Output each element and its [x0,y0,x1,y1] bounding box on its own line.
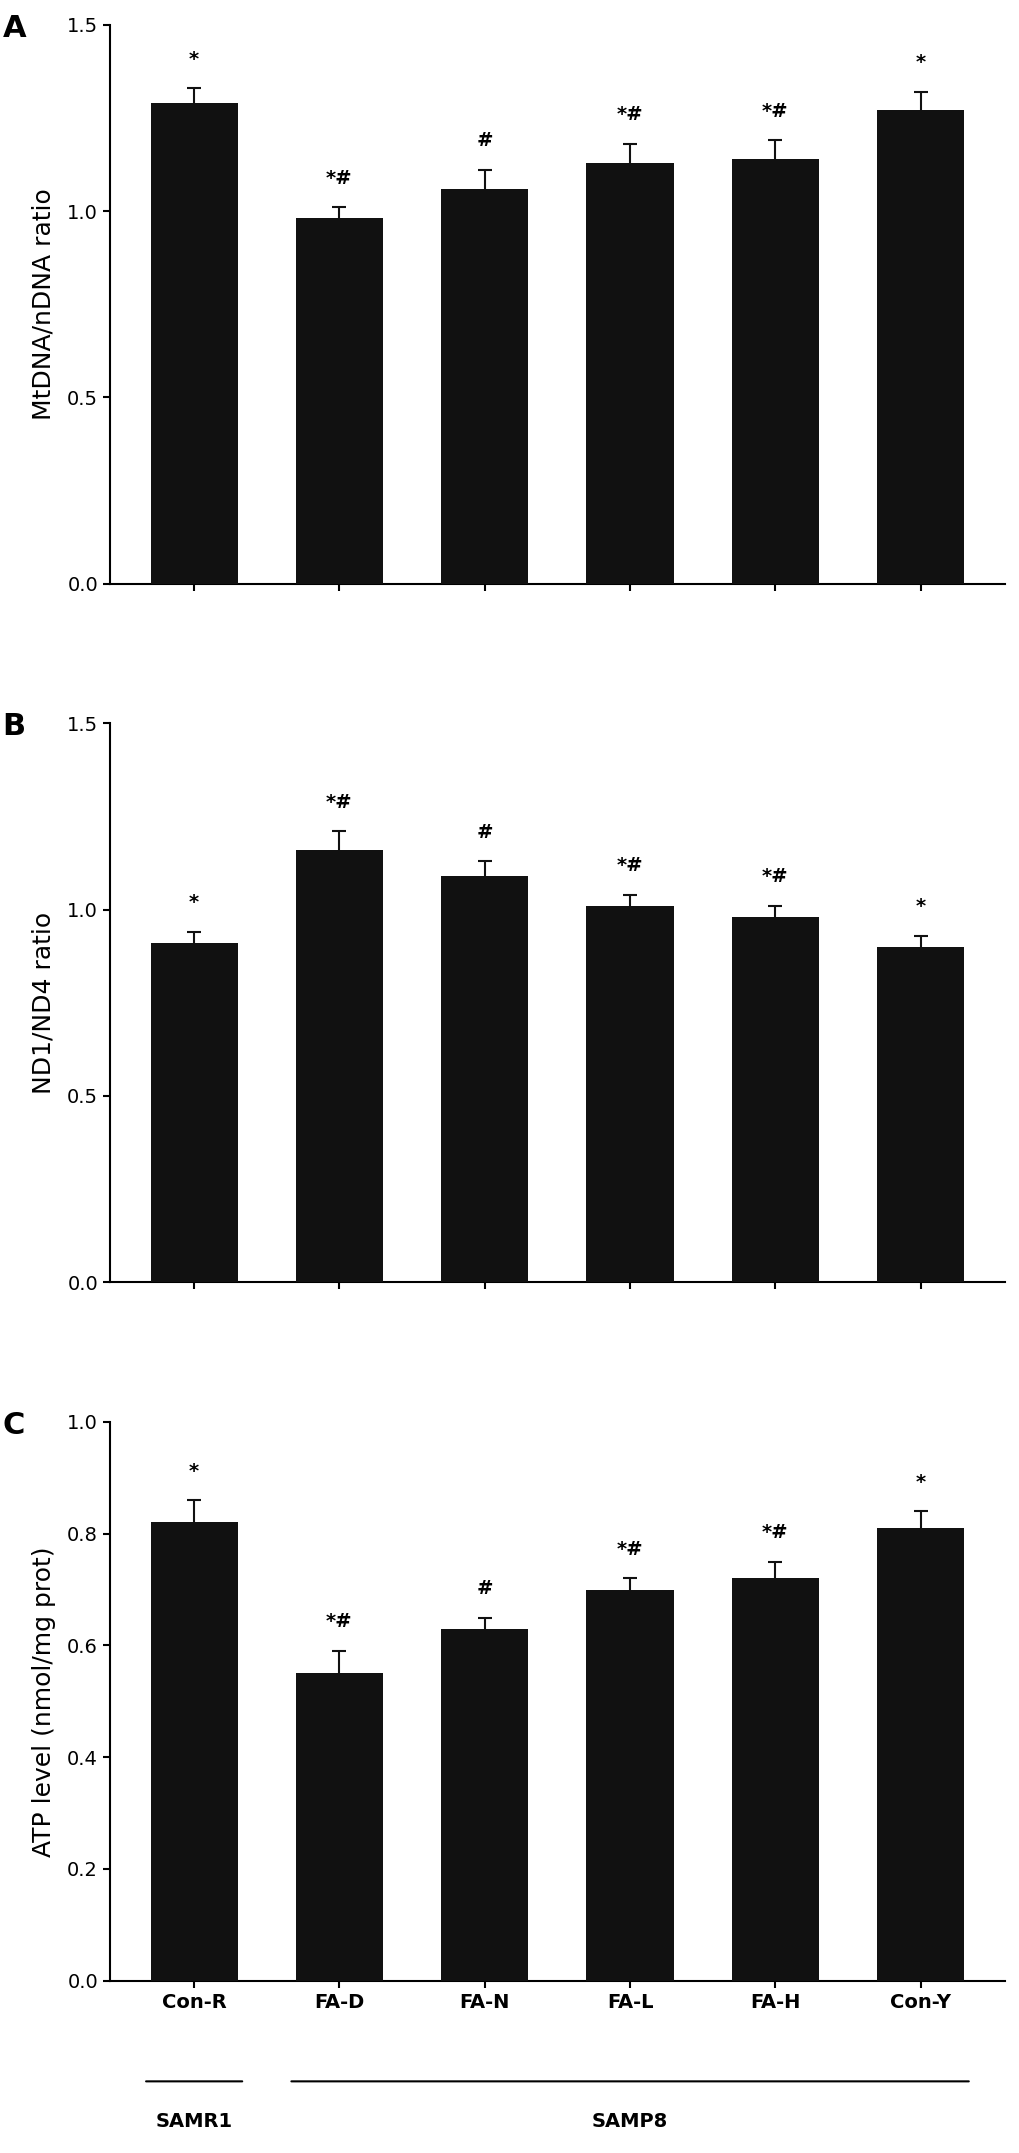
Bar [731,917,818,1283]
Text: *#: *# [616,105,643,125]
Text: SAMR1: SAMR1 [156,2112,232,2131]
Text: *#: *# [761,868,788,887]
Text: #: # [476,131,492,151]
Bar [586,906,673,1283]
Y-axis label: MtDNA/nDNA ratio: MtDNA/nDNA ratio [32,187,56,420]
Bar [296,217,383,583]
Bar [876,1529,963,1981]
Text: *#: *# [616,857,643,874]
Text: *#: *# [326,1613,353,1632]
Text: *: * [915,1473,925,1492]
Bar [586,164,673,583]
Bar [441,189,528,583]
Text: A: A [2,13,26,43]
Text: #: # [476,1578,492,1598]
Text: *: * [915,898,925,917]
Bar [876,110,963,583]
Text: #: # [476,822,492,842]
Text: *: * [189,1462,199,1481]
Bar [731,159,818,583]
Y-axis label: ATP level (nmol/mg prot): ATP level (nmol/mg prot) [32,1546,56,1856]
Text: B: B [2,713,25,741]
Bar [296,850,383,1283]
Text: *#: *# [326,792,353,812]
Text: C: C [2,1410,24,1440]
Text: *#: *# [326,168,353,187]
Bar [586,1589,673,1981]
Text: *#: *# [761,101,788,121]
Bar [151,1522,237,1981]
Text: *: * [189,50,199,69]
Text: SAMP8: SAMP8 [591,2112,667,2131]
Bar [296,1673,383,1981]
Bar [876,947,963,1283]
Bar [441,876,528,1283]
Text: *#: *# [616,1539,643,1559]
Y-axis label: ND1/ND4 ratio: ND1/ND4 ratio [32,911,56,1094]
Bar [151,943,237,1283]
Text: *: * [915,54,925,73]
Bar [151,103,237,583]
Bar [731,1578,818,1981]
Bar [441,1628,528,1981]
Text: *: * [189,893,199,913]
Text: *#: *# [761,1522,788,1542]
